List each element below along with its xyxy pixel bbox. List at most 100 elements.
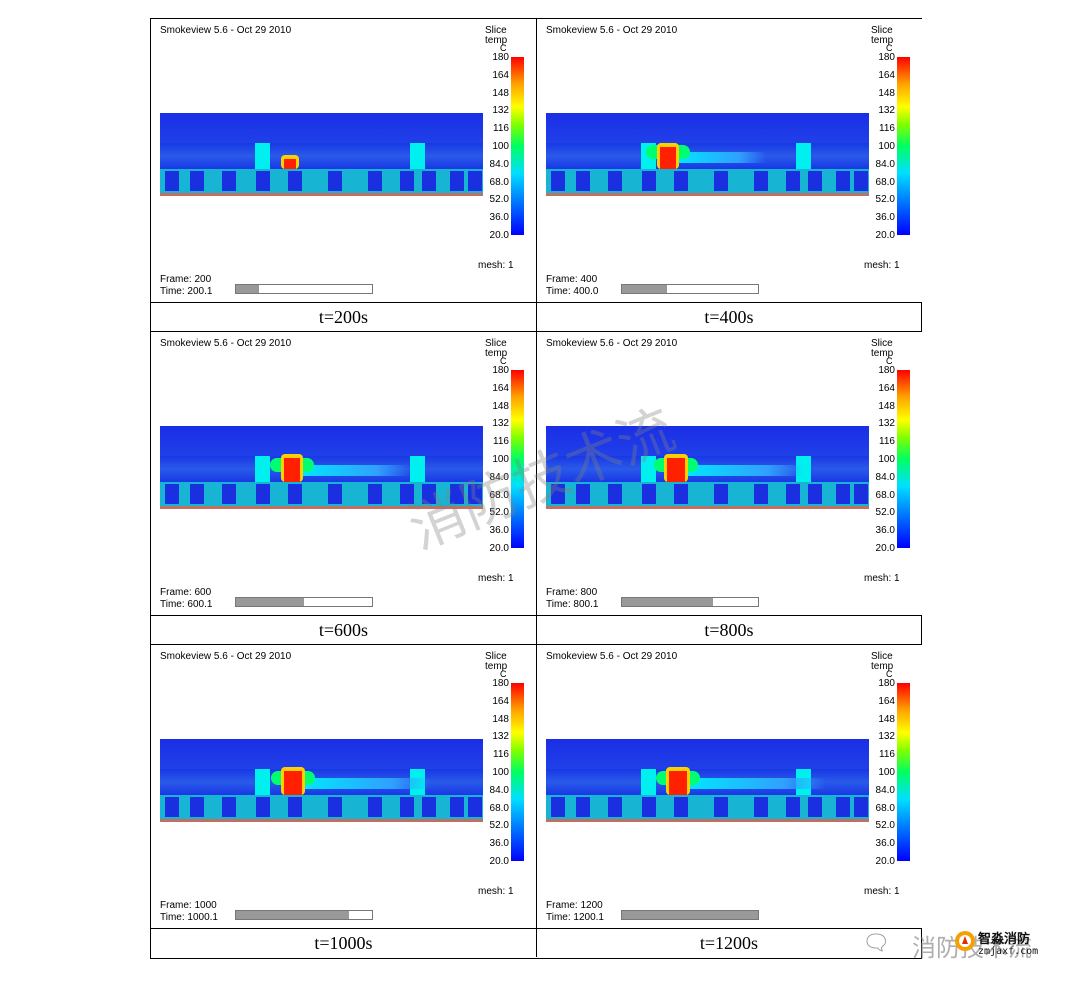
- column-left: [255, 143, 270, 169]
- floor-cell: [576, 484, 590, 504]
- floor-cell: [190, 797, 204, 817]
- colorbar-tick-label: 52.0: [489, 820, 509, 832]
- temperature-slice-view: [546, 426, 869, 510]
- colorbar-tick-label: 164: [492, 382, 509, 394]
- floor-cell: [368, 171, 382, 191]
- plume-hot: [667, 458, 685, 482]
- colorbar-tick-label: 68.0: [489, 176, 509, 188]
- floor-cell: [754, 484, 768, 504]
- panel-title: Smokeview 5.6 - Oct 29 2010: [160, 338, 292, 349]
- frame-label: Frame: 400: [546, 274, 598, 285]
- floor-cell: [422, 171, 436, 191]
- colorbar-tick-label: 100: [492, 141, 509, 152]
- floor-cell: [808, 484, 822, 504]
- floor-cell: [642, 797, 656, 817]
- plume-hot: [284, 159, 296, 169]
- ceiling-layer: [160, 426, 483, 456]
- legend-slice-label: Slice: [871, 651, 893, 662]
- colorbar-tick-label: 20.0: [875, 230, 895, 241]
- floor-cell: [422, 797, 436, 817]
- colorbar-tick-label: 100: [492, 767, 509, 778]
- brand-url: zmjaxf.com: [978, 946, 1039, 957]
- colorbar-tick-label: 52.0: [875, 194, 895, 206]
- colorbar-tick-label: 116: [879, 749, 895, 761]
- colorbar-tick-label: 116: [879, 123, 895, 135]
- floor-cell: [642, 484, 656, 504]
- ceiling-layer: [546, 739, 869, 769]
- column-right: [796, 143, 811, 169]
- colorbar-tick-label: 36.0: [875, 212, 895, 224]
- floor-cell: [328, 797, 342, 817]
- colorbar-tick-label: 68.0: [875, 176, 895, 188]
- time-progress-bar: [235, 597, 373, 607]
- colorbar-tick-label: 20.0: [489, 543, 509, 554]
- brand-name: 智淼消防: [978, 932, 1031, 947]
- floor-cell: [468, 484, 482, 504]
- colorbar-tick-label: 116: [493, 749, 509, 761]
- colorbar-tick-label: 36.0: [489, 838, 509, 850]
- smoke-layer: [301, 778, 431, 789]
- colorbar-tick-label: 52.0: [875, 820, 895, 832]
- time-caption: t=800s: [536, 615, 921, 644]
- mesh-label: mesh: 1: [864, 886, 900, 897]
- colorbar-tick-label: 180: [492, 365, 509, 376]
- floor-cell: [854, 797, 868, 817]
- row-divider: [151, 331, 921, 332]
- colorbar-tick-label: 68.0: [875, 489, 895, 501]
- colorbar-tick-label: 100: [878, 767, 895, 778]
- row-divider: [151, 644, 921, 645]
- colorbar-tick-label: 52.0: [875, 507, 895, 519]
- ceiling-layer: [160, 739, 483, 769]
- plume-hot: [669, 771, 687, 795]
- floor-cell: [328, 484, 342, 504]
- legend-quantity-label: temp: [871, 661, 894, 672]
- time-progress-bar: [235, 910, 373, 920]
- floor-cell: [328, 171, 342, 191]
- floor-cell: [190, 171, 204, 191]
- colorbar-tick-label: 180: [878, 52, 895, 63]
- smokeview-panel: Smokeview 5.6 - Oct 29 2010 Slice temp C…: [151, 19, 536, 302]
- mesh-label: mesh: 1: [864, 260, 900, 271]
- colorbar-tick-label: 100: [878, 141, 895, 152]
- floor-cell: [468, 797, 482, 817]
- temperature-colorbar: [511, 370, 524, 548]
- smoke-layer: [676, 152, 766, 163]
- smoke-layer: [686, 778, 826, 789]
- time-label: Time: 800.1: [546, 599, 599, 610]
- ceiling-layer: [546, 113, 869, 143]
- temperature-colorbar: [511, 57, 524, 235]
- colorbar-tick-label: 20.0: [489, 230, 509, 241]
- floor-cell: [551, 171, 565, 191]
- column-left: [255, 456, 270, 482]
- colorbar-tick-label: 180: [492, 678, 509, 689]
- brand-logo-icon: [955, 931, 975, 951]
- colorbar-tick-label: 132: [492, 731, 509, 743]
- colorbar-tick-label: 164: [878, 69, 895, 81]
- colorbar-tick-label: 148: [878, 713, 895, 725]
- floor-cell: [450, 484, 464, 504]
- legend-unit-label: C: [886, 356, 893, 366]
- column-left: [641, 769, 656, 795]
- time-label: Time: 1200.1: [546, 912, 604, 923]
- legend-unit-label: C: [886, 669, 893, 679]
- time-progress-fill: [236, 911, 350, 919]
- floor-cell: [165, 797, 179, 817]
- corridor-layer: [160, 143, 483, 169]
- panel-title: Smokeview 5.6 - Oct 29 2010: [546, 338, 678, 349]
- floor-cell: [368, 797, 382, 817]
- base-line: [546, 193, 869, 196]
- base-line: [160, 819, 483, 822]
- floor-cell: [551, 484, 565, 504]
- colorbar-tick-label: 132: [878, 418, 895, 430]
- floor-cell: [786, 797, 800, 817]
- colorbar-tick-label: 148: [492, 400, 509, 412]
- ceiling-layer: [546, 426, 869, 456]
- floor-cell: [608, 484, 622, 504]
- time-caption: t=1200s: [536, 928, 921, 957]
- floor-cell: [754, 797, 768, 817]
- time-progress-bar: [621, 284, 759, 294]
- time-caption: t=600s: [151, 615, 536, 644]
- colorbar-tick-label: 148: [492, 87, 509, 99]
- panel-title: Smokeview 5.6 - Oct 29 2010: [160, 25, 292, 36]
- colorbar-tick-label: 100: [878, 454, 895, 465]
